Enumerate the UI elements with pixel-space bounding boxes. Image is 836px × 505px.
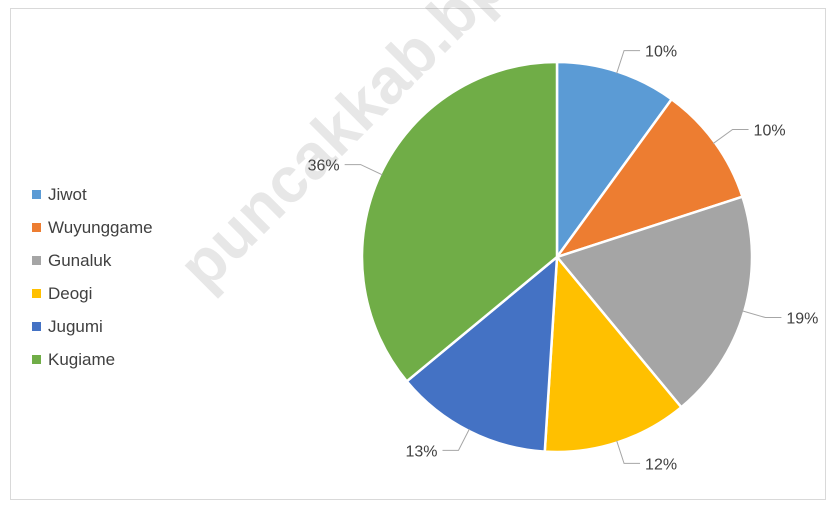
data-label: 12% [645, 456, 677, 473]
legend-swatch [32, 223, 41, 232]
leader-line [616, 440, 641, 464]
legend-swatch [32, 322, 41, 331]
legend-item-deogi: Deogi [32, 277, 153, 310]
legend: Jiwot Wuyunggame Gunaluk Deogi Jugumi Ku… [32, 178, 153, 376]
leader-line [616, 50, 641, 74]
leader-line [742, 310, 782, 319]
legend-item-jugumi: Jugumi [32, 310, 153, 343]
legend-label: Jiwot [48, 184, 87, 204]
legend-label: Wuyunggame [48, 217, 153, 237]
data-label: 10% [645, 44, 677, 61]
legend-label: Jugumi [48, 316, 103, 336]
data-label: 10% [754, 122, 786, 139]
legend-label: Deogi [48, 283, 93, 303]
legend-swatch [32, 289, 41, 298]
legend-item-jiwot: Jiwot [32, 178, 153, 211]
legend-label: Kugiame [48, 349, 116, 369]
leader-line [442, 428, 470, 451]
legend-item-gunaluk: Gunaluk [32, 244, 153, 277]
legend-swatch [32, 190, 41, 199]
legend-item-wuyunggame: Wuyunggame [32, 211, 153, 244]
leader-line [344, 164, 383, 176]
leader-line [712, 128, 749, 144]
legend-item-kugiame: Kugiame [32, 343, 153, 376]
data-label: 19% [786, 311, 818, 328]
legend-swatch [32, 256, 41, 265]
legend-label: Gunaluk [48, 250, 112, 270]
data-label: 36% [308, 158, 340, 175]
data-label: 13% [405, 443, 437, 460]
legend-swatch [32, 355, 41, 364]
